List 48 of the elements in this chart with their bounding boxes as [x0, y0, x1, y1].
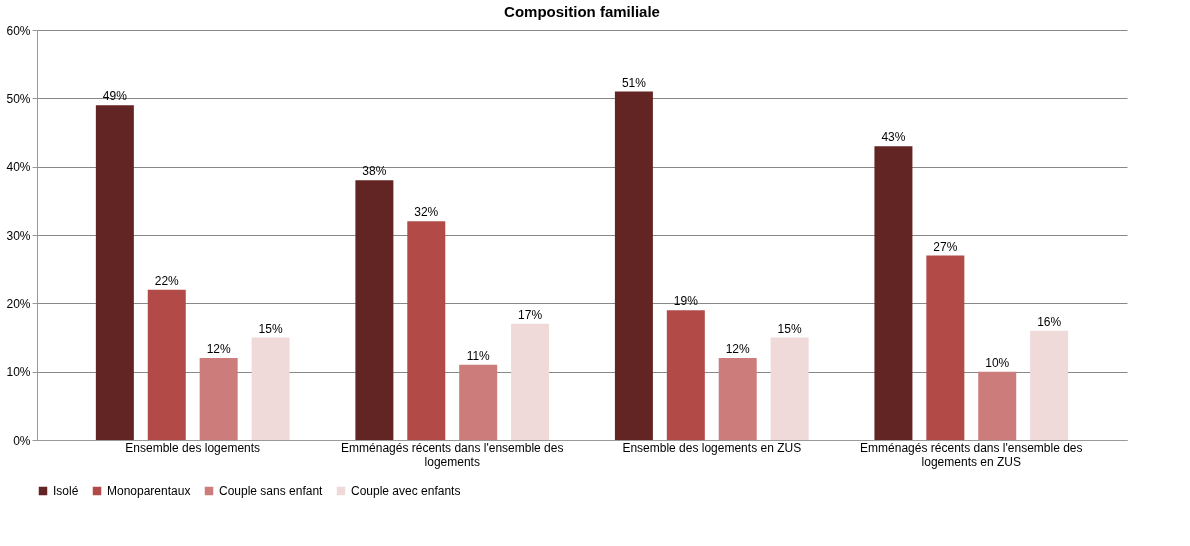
bar: [199, 358, 238, 440]
y-tick-label: 30%: [6, 228, 31, 243]
data-label: 10%: [985, 355, 1010, 370]
data-label: 38%: [362, 164, 387, 179]
data-label: 12%: [725, 342, 751, 356]
bar: [511, 323, 550, 440]
x-tick-label: Emménagés récents dans l'ensemble des logements en ZUS: [860, 440, 1083, 469]
data-label: 15%: [777, 321, 802, 336]
bar: [718, 358, 757, 440]
bar: [666, 310, 705, 440]
data-label: 32%: [414, 205, 439, 220]
data-label: 27%: [933, 239, 958, 254]
chart-title: Composition familiale: [504, 3, 660, 20]
data-label: 51%: [621, 75, 647, 90]
data-label: 16%: [1037, 314, 1062, 329]
legend-label: Monoparentaux: [107, 484, 191, 498]
legend-label: Isolé: [53, 484, 79, 498]
data-label: 22%: [154, 273, 180, 288]
y-tick-label: 40%: [6, 160, 31, 175]
x-tick-label: Emménagés récents dans l'ensemble des logements: [341, 440, 564, 469]
legend-label: Couple avec enfants: [351, 484, 461, 498]
bar: [926, 255, 965, 440]
y-tick-label: 20%: [6, 296, 31, 311]
bar: [1030, 330, 1069, 440]
data-label: 43%: [881, 130, 906, 145]
y-tick-label: 60%: [6, 23, 31, 38]
bar: [614, 91, 653, 440]
bar: [770, 337, 809, 440]
x-tick-label: Ensemble des logements en ZUS: [622, 440, 802, 455]
data-label: 19%: [673, 294, 699, 309]
x-tick-label: Ensemble des logements: [125, 440, 261, 455]
y-tick-label: 10%: [6, 365, 31, 380]
bar: [874, 146, 913, 440]
bar: [355, 180, 394, 440]
legend-label: Couple sans enfant: [219, 484, 324, 498]
bar: [459, 364, 498, 440]
bar: [147, 289, 186, 440]
data-label: 17%: [518, 307, 543, 322]
bar: [251, 337, 290, 440]
bar: [407, 221, 446, 440]
y-tick-label: 50%: [6, 91, 31, 106]
bar: [95, 105, 134, 440]
data-label: 15%: [258, 321, 283, 336]
data-label: 11%: [466, 348, 491, 363]
y-tick-label: 0%: [13, 433, 31, 448]
bar: [978, 371, 1017, 440]
data-label: 49%: [102, 89, 128, 104]
data-label: 12%: [206, 342, 231, 356]
